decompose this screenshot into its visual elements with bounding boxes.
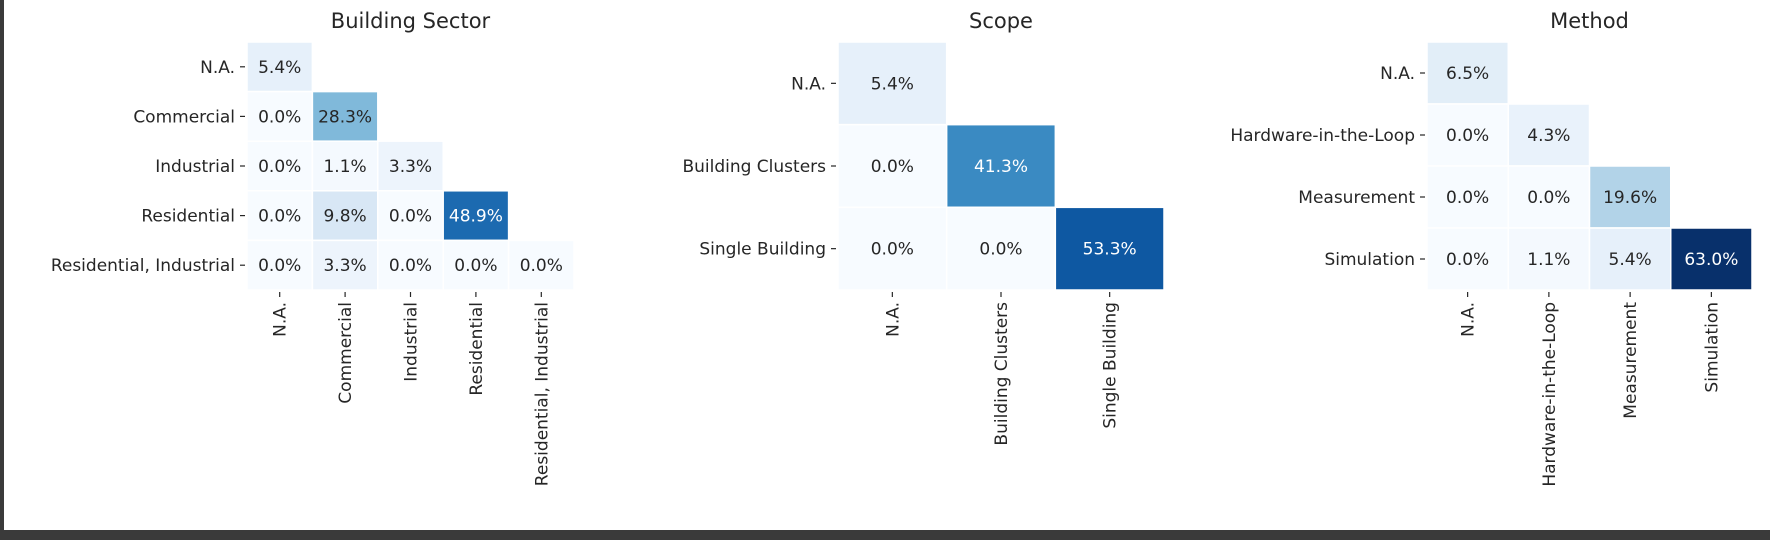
cell-value-label: 3.3% (389, 157, 432, 177)
heatmap-cell (442, 239, 510, 291)
x-tick-label-n-a: N.A. (271, 302, 291, 337)
heatmap-cell (945, 206, 1057, 291)
x-tick-label-building-clusters: Building Clusters (992, 302, 1012, 446)
heatmap-cell (246, 90, 314, 142)
y-tick-label-building-clusters: Building Clusters (682, 157, 826, 177)
cell-value-label: 0.0% (389, 256, 432, 276)
heatmap-cell (442, 190, 510, 242)
cell-value-label: 0.0% (389, 207, 432, 227)
heatmap-cell (1426, 227, 1509, 291)
panel-building-sector: Building Sector 5.4% 0.0% 28.3% 0.0% 1.1% 3.3%… (51, 9, 575, 486)
cell-value-label: 5.4% (258, 58, 301, 78)
cell-value-label: 48.9% (449, 207, 503, 227)
y-tick-label-hardware-in-the-loop: Hardware-in-the-Loop (1230, 126, 1415, 146)
heatmap-cell (377, 239, 444, 291)
cell-value-label: 19.6% (1603, 188, 1657, 208)
cell-value-label: 3.3% (323, 256, 366, 276)
heatmap-figure: Building Sector 5.4% 0.0% 28.3% 0.0% 1.1% 3.3%… (51, 9, 1753, 487)
heatmap-cell (1507, 165, 1591, 229)
cell-value-label: 5.4% (871, 74, 914, 94)
cell-value-label: 5.4% (1609, 250, 1652, 270)
chart-title: Scope (969, 9, 1033, 33)
heatmap-cell (507, 239, 575, 291)
x-tick-label-single-building: Single Building (1101, 302, 1121, 429)
cell-value-label: 0.0% (871, 240, 914, 260)
figure-canvas: Building Sector 5.4% 0.0% 28.3% 0.0% 1.1% 3.3%… (4, 0, 1770, 530)
heatmap-cell (837, 41, 948, 126)
y-tick-label-simulation: Simulation (1324, 250, 1415, 270)
cell-value-label: 0.0% (871, 157, 914, 177)
cell-value-label: 0.0% (258, 107, 301, 127)
y-tick-label-residential-industrial: Residential, Industrial (51, 256, 235, 276)
heatmap-cell (1588, 165, 1672, 229)
heatmap-cell (246, 41, 314, 93)
y-tick-label-single-building: Single Building (699, 240, 826, 260)
x-tick-label-residential-industrial: Residential, Industrial (532, 302, 552, 486)
cell-value-label: 0.0% (258, 256, 301, 276)
y-tick-label-industrial: Industrial (155, 157, 235, 177)
cell-value-label: 63.0% (1684, 250, 1738, 270)
heatmap-cell (1426, 103, 1509, 167)
x-tick-label-hardware-in-the-loop: Hardware-in-the-Loop (1540, 302, 1560, 487)
cell-value-label: 9.8% (323, 207, 366, 227)
heatmap-cell (1054, 206, 1165, 291)
x-tick-label-n-a: N.A. (883, 302, 903, 337)
cell-value-label: 0.0% (1446, 188, 1489, 208)
cell-value-label: 0.0% (1446, 250, 1489, 270)
cell-value-label: 53.3% (1083, 240, 1137, 260)
y-tick-label-residential: Residential (141, 207, 235, 227)
x-tick-label-simulation: Simulation (1702, 302, 1722, 393)
heatmap-cell (1426, 41, 1509, 105)
cell-value-label: 0.0% (258, 157, 301, 177)
cell-value-label: 0.0% (520, 256, 563, 276)
cell-value-label: 41.3% (974, 157, 1028, 177)
x-tick-label-industrial: Industrial (402, 302, 422, 382)
heatmap-cell (311, 239, 379, 291)
cell-value-label: 0.0% (258, 207, 301, 227)
heatmap-cell (311, 190, 379, 242)
cell-value-label: 1.1% (323, 157, 366, 177)
heatmap-cell (945, 123, 1057, 209)
heatmap-cell (377, 140, 444, 192)
cell-value-label: 6.5% (1446, 64, 1489, 84)
y-tick-label-commercial: Commercial (133, 107, 235, 127)
heatmap-cell (1670, 227, 1753, 291)
cell-value-label: 0.0% (454, 256, 497, 276)
cell-value-label: 28.3% (318, 107, 372, 127)
y-tick-label-n-a: N.A. (1380, 64, 1415, 84)
heatmap-cell (1588, 227, 1672, 291)
y-tick-label-n-a: N.A. (200, 58, 235, 78)
panel-scope: Scope 5.4% 0.0% 41.3% 0.0% 0.0% 53.3% N.A. Build… (682, 9, 1165, 446)
y-tick-label-n-a: N.A. (791, 74, 826, 94)
cell-value-label: 1.1% (1527, 250, 1570, 270)
x-tick-label-residential: Residential (467, 302, 487, 396)
y-tick-label-measurement: Measurement (1298, 188, 1415, 208)
cell-value-label: 0.0% (1527, 188, 1570, 208)
heatmap-cell (837, 206, 948, 291)
panel-method: Method 6.5% 0.0% 4.3% 0.0% 0.0% 19.6% 0.0% 1.1% 5… (1230, 9, 1753, 487)
x-tick-label-measurement: Measurement (1621, 302, 1641, 419)
x-tick-label-commercial: Commercial (336, 302, 356, 404)
cell-value-label: 4.3% (1527, 126, 1570, 146)
x-tick-label-n-a: N.A. (1459, 302, 1479, 337)
heatmap-cell (1507, 103, 1591, 167)
cell-value-label: 0.0% (1446, 126, 1489, 146)
cell-value-label: 0.0% (979, 240, 1022, 260)
chart-title: Building Sector (331, 9, 491, 33)
chart-title: Method (1550, 9, 1629, 33)
